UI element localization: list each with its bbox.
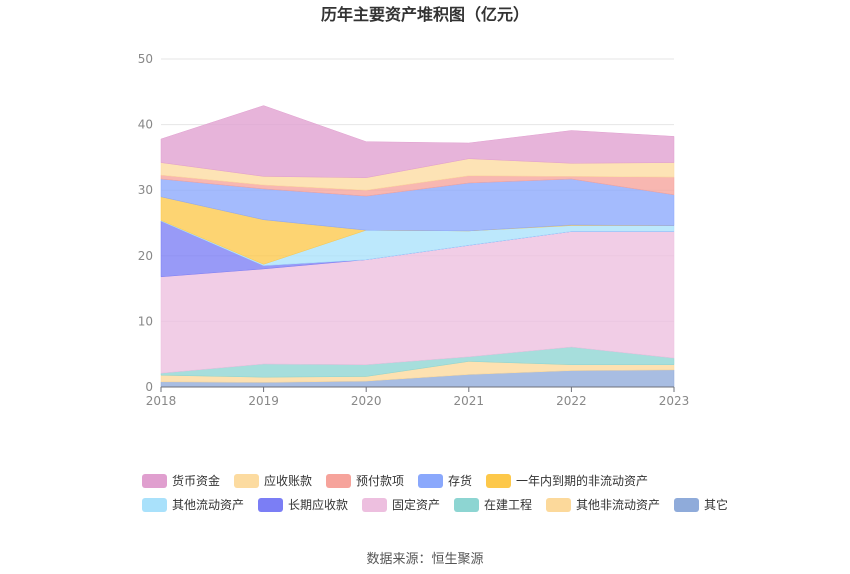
legend-swatch: [362, 498, 387, 512]
legend-item[interactable]: 预付款项: [326, 474, 404, 488]
legend-label: 其他流动资产: [172, 498, 244, 512]
area-series-10: [160, 105, 675, 178]
data-source-note: 数据来源：恒生聚源: [366, 552, 483, 567]
x-tick-label: 2023: [659, 394, 690, 408]
legend-swatch: [258, 498, 283, 512]
y-tick-label: 30: [138, 183, 153, 197]
legend-label: 长期应收款: [288, 497, 348, 512]
axes: 0 10 20 30 40 50 2018 2019 2020 2021 2022 2023: [138, 52, 690, 408]
legend-label: 固定资产: [392, 497, 440, 512]
y-tick-label: 0: [145, 380, 153, 394]
legend-item[interactable]: 存货: [418, 473, 472, 488]
y-tick-label: 10: [138, 314, 153, 328]
legend-swatch: [486, 474, 511, 488]
x-tick-label: 2018: [146, 394, 177, 408]
area-series-layer: [160, 105, 675, 388]
y-tick-label: 40: [138, 118, 153, 132]
legend-label: 其他非流动资产: [576, 498, 660, 512]
legend-swatch: [674, 498, 699, 512]
x-tick-label: 2019: [248, 394, 279, 408]
legend-label: 货币资金: [172, 473, 220, 488]
x-tick-label: 2021: [454, 394, 485, 408]
legend-item[interactable]: 长期应收款: [258, 497, 348, 512]
legend-label: 在建工程: [484, 497, 532, 512]
legend-item[interactable]: 其他流动资产: [142, 498, 244, 512]
legend-item[interactable]: 一年内到期的非流动资产: [486, 473, 648, 488]
legend-label: 应收账款: [264, 473, 312, 488]
x-tick-label: 2022: [556, 394, 587, 408]
legend-label: 一年内到期的非流动资产: [516, 473, 648, 488]
y-tick-label: 50: [138, 52, 153, 66]
legend-item[interactable]: 固定资产: [362, 497, 440, 512]
legend-swatch: [142, 498, 167, 512]
legend-swatch: [142, 474, 167, 488]
chart-title: 历年主要资产堆积图（亿元）: [321, 5, 529, 24]
y-tick-label: 20: [138, 249, 153, 263]
x-tick-label: 2020: [351, 394, 382, 408]
legend-swatch: [326, 474, 351, 488]
legend-swatch: [418, 474, 443, 488]
legend-swatch: [546, 498, 571, 512]
legend-swatch: [234, 474, 259, 488]
legend-label: 其它: [704, 497, 728, 512]
legend-label: 存货: [448, 473, 472, 488]
legend-label: 预付款项: [356, 474, 404, 488]
legend-item[interactable]: 其他非流动资产: [546, 498, 660, 512]
legend-swatch: [454, 498, 479, 512]
legend-item[interactable]: 应收账款: [234, 473, 312, 488]
legend-item[interactable]: 其它: [674, 497, 728, 512]
legend-item[interactable]: 在建工程: [454, 497, 532, 512]
legend-item[interactable]: 货币资金: [142, 473, 220, 488]
